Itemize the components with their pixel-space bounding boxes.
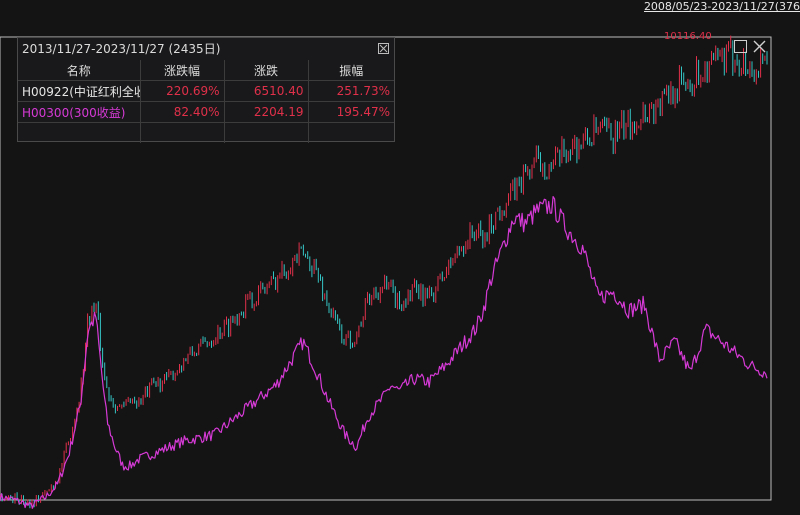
close-icon[interactable] [753,40,766,53]
row-pct: 82.40% [140,101,225,123]
table-row[interactable]: H00300(300收益) 82.40% 2204.19 195.47% [18,101,394,123]
info-table: 名称 涨跌幅 涨跌 振幅 H00922(中证红利全收 220.69% 6510.… [18,60,394,143]
table-header-row: 名称 涨跌幅 涨跌 振幅 [18,60,394,81]
row-pct: 220.69% [140,80,225,102]
panel-title: 2013/11/27-2023/11/27 (2435日) [22,42,221,56]
row-name: H00922(中证红利全收 [18,80,141,102]
row-amp: 251.73% [308,80,394,102]
series-h00300-line [0,196,768,509]
panel-close-icon[interactable] [378,43,389,54]
row-name: H00300(300收益) [18,101,141,123]
date-range-label[interactable]: 2008/05/23-2023/11/27(376 [643,0,800,13]
max-value-label: 10116.40 [664,31,712,42]
col-name-header: 名称 [18,60,141,81]
info-panel: 2013/11/27-2023/11/27 (2435日) 名称 涨跌幅 涨跌 … [17,37,395,143]
row-chg: 2204.19 [224,101,309,123]
table-row[interactable]: H00922(中证红利全收 220.69% 6510.40 251.73% [18,80,394,102]
col-chg-header: 涨跌 [224,60,309,81]
row-chg: 6510.40 [224,80,309,102]
col-pct-header: 涨跌幅 [140,60,225,81]
table-row-empty [18,122,394,143]
col-amp-header: 振幅 [339,63,364,78]
series-h00922 [0,35,768,509]
maximize-icon[interactable] [734,40,747,53]
row-amp: 195.47% [308,101,394,123]
